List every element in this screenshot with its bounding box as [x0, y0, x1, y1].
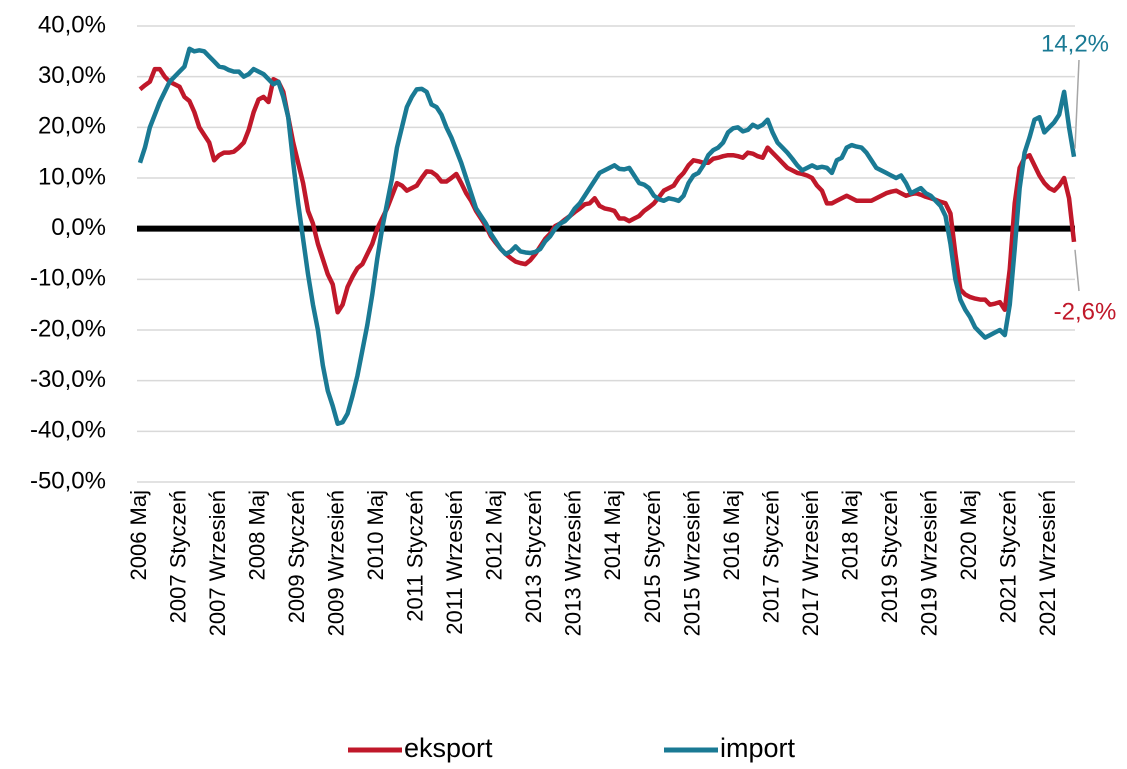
x-tick-label: 2013 Styczeń: [521, 490, 546, 623]
x-tick-label: 2009 Wrzesień: [323, 490, 348, 636]
x-tick-label: 2021 Wrzesień: [1035, 490, 1060, 636]
legend-label: import: [720, 733, 796, 763]
end-label: -2,6%: [1054, 298, 1117, 325]
y-tick-label: 40,0%: [38, 11, 106, 38]
y-tick-label: 30,0%: [38, 62, 106, 89]
y-tick-label: 0,0%: [51, 214, 106, 241]
y-tick-label: -30,0%: [30, 366, 106, 393]
x-tick-label: 2018 Maj: [837, 490, 862, 581]
x-tick-label: 2015 Styczeń: [640, 490, 665, 623]
x-tick-label: 2008 Maj: [244, 490, 269, 581]
x-tick-label: 2021 Styczeń: [996, 490, 1021, 623]
x-tick-label: 2014 Maj: [600, 490, 625, 581]
leader-line: [1074, 59, 1080, 149]
x-tick-label: 2019 Wrzesień: [917, 490, 942, 636]
y-tick-label: -10,0%: [30, 265, 106, 292]
x-tick-label: 2020 Maj: [956, 490, 981, 581]
x-tick-label: 2007 Styczeń: [165, 490, 190, 623]
series-line: [137, 46, 1077, 426]
x-tick-label: 2017 Wrzesień: [798, 490, 823, 636]
series-line: [138, 66, 1077, 315]
x-tick-label: 2007 Wrzesień: [205, 490, 230, 636]
x-tick-label: 2019 Styczeń: [877, 490, 902, 623]
x-tick-label: 2017 Styczeń: [758, 490, 783, 623]
x-tick-label: 2010 Maj: [363, 490, 388, 581]
x-tick-label: 2015 Wrzesień: [679, 490, 704, 636]
y-tick-label: 10,0%: [38, 163, 106, 190]
y-tick-label: -50,0%: [30, 467, 106, 494]
x-tick-label: 2011 Wrzesień: [442, 490, 467, 635]
y-tick-label: 20,0%: [38, 113, 106, 140]
y-tick-label: -40,0%: [30, 417, 106, 444]
x-tick-label: 2012 Maj: [482, 490, 507, 581]
y-tick-label: -20,0%: [30, 315, 106, 342]
x-tick-label: 2013 Wrzesień: [561, 490, 586, 636]
end-label: 14,2%: [1041, 30, 1109, 57]
legend-label: eksport: [404, 733, 493, 763]
x-tick-label: 2009 Styczeń: [284, 490, 309, 623]
x-tick-label: 2016 Maj: [719, 490, 744, 581]
x-tick-label: 2011 Styczeń: [403, 490, 428, 622]
x-tick-label: 2006 Maj: [126, 490, 151, 581]
leader-line: [1074, 249, 1080, 292]
